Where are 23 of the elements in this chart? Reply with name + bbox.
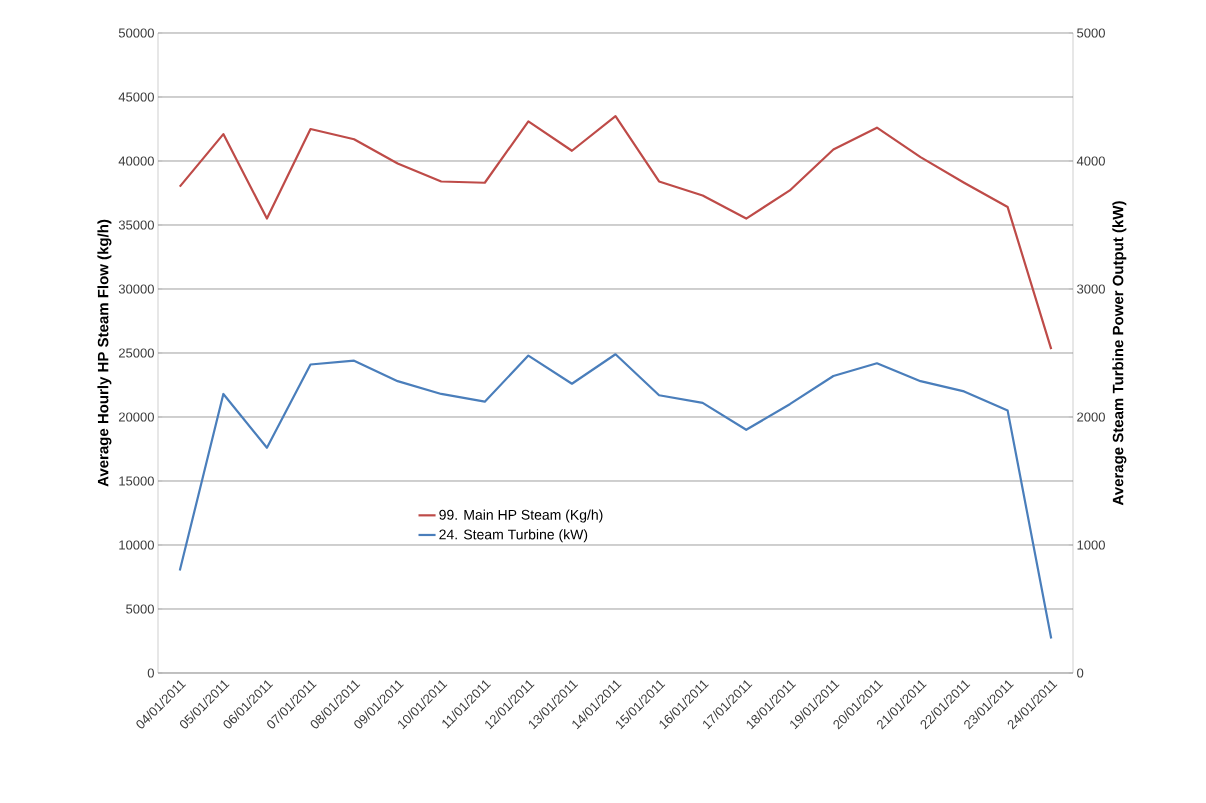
y-tick-label: 15000 <box>119 476 154 486</box>
legend-label: 24. Steam Turbine (kW) <box>439 529 588 543</box>
y2-tick-label: 5000 <box>1077 28 1105 38</box>
y2-tick-label: 1000 <box>1077 540 1105 550</box>
y2-tick-label: 3000 <box>1077 284 1105 294</box>
y-tick-label: 25000 <box>118 348 154 358</box>
line-series <box>178 115 1053 351</box>
y2-axis-title: Average Steam Turbine Power Output (kW) <box>1112 201 1127 506</box>
y2-tick-label: 0 <box>1077 668 1084 678</box>
y-tick-label: 50000 <box>118 28 154 38</box>
y-tick-label: 0 <box>147 668 154 678</box>
y-tick-label: 10000 <box>119 540 154 550</box>
y-tick-label: 40000 <box>118 156 154 166</box>
y-tick-label: 5000 <box>126 604 154 614</box>
y-tick-label: 45000 <box>118 92 154 102</box>
y-tick-label: 30000 <box>118 284 154 294</box>
line-series <box>178 353 1053 640</box>
y-tick-label: 35000 <box>118 220 154 230</box>
y2-tick-label: 2000 <box>1077 412 1105 422</box>
y2-tick-label: 4000 <box>1076 156 1105 166</box>
legend-label: 99. Main HP Steam (Kg/h) <box>439 509 603 523</box>
y-tick-label: 20000 <box>118 412 154 422</box>
y-axis-title: Average Hourly HP Steam Flow (kg/h) <box>97 219 112 487</box>
